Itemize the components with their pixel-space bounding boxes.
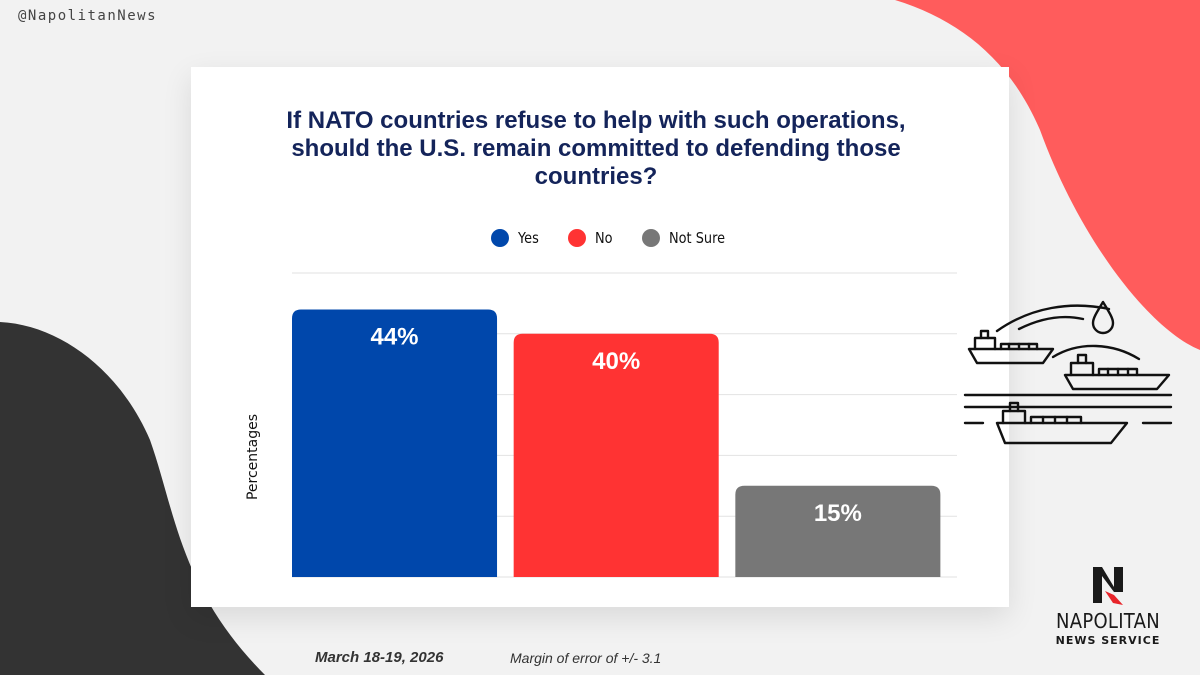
legend-swatch-not-sure <box>641 229 660 247</box>
bar-yes <box>292 309 498 577</box>
bar-value-label: 15% <box>814 500 862 527</box>
social-handle: @NapolitanNews <box>18 8 158 24</box>
legend-swatch-yes <box>491 229 509 247</box>
bar-value-label: 40% <box>592 348 640 375</box>
napolitan-n-mark <box>1093 567 1123 605</box>
chart-card: If NATO countries refuse to help with su… <box>191 67 1173 607</box>
napolitan-logo: NAPOLITAN NEWS SERVICE <box>1046 565 1170 647</box>
legend-label-yes: Yes <box>518 229 539 247</box>
chart-title: If NATO countries refuse to help with su… <box>286 107 906 190</box>
cargo-ships-icon <box>963 300 1173 445</box>
bar-not-sure <box>735 485 941 577</box>
legend-item-not-sure: Not Sure <box>641 229 734 247</box>
survey-date: March 18-19, 2026 <box>315 649 444 666</box>
bar-no <box>513 333 719 577</box>
legend-label-no: No <box>595 229 613 247</box>
legend-item-no: No <box>568 229 615 247</box>
legend-item-yes: Yes <box>491 229 542 247</box>
logo-name: NAPOLITAN <box>1056 609 1160 633</box>
logo-subtitle: NEWS SERVICE <box>1055 634 1161 647</box>
bar-chart: 44% 40% 15% <box>292 272 957 578</box>
y-axis-label: Percentages <box>245 413 261 501</box>
coral-corner-shape <box>895 0 1200 350</box>
margin-of-error: Margin of error of +/- 3.1 <box>510 650 662 666</box>
legend-swatch-no <box>568 229 587 247</box>
chart-legend: Yes No Not Sure <box>491 229 734 247</box>
legend-label-not-sure: Not Sure <box>668 229 725 247</box>
bar-value-label: 44% <box>370 323 418 350</box>
